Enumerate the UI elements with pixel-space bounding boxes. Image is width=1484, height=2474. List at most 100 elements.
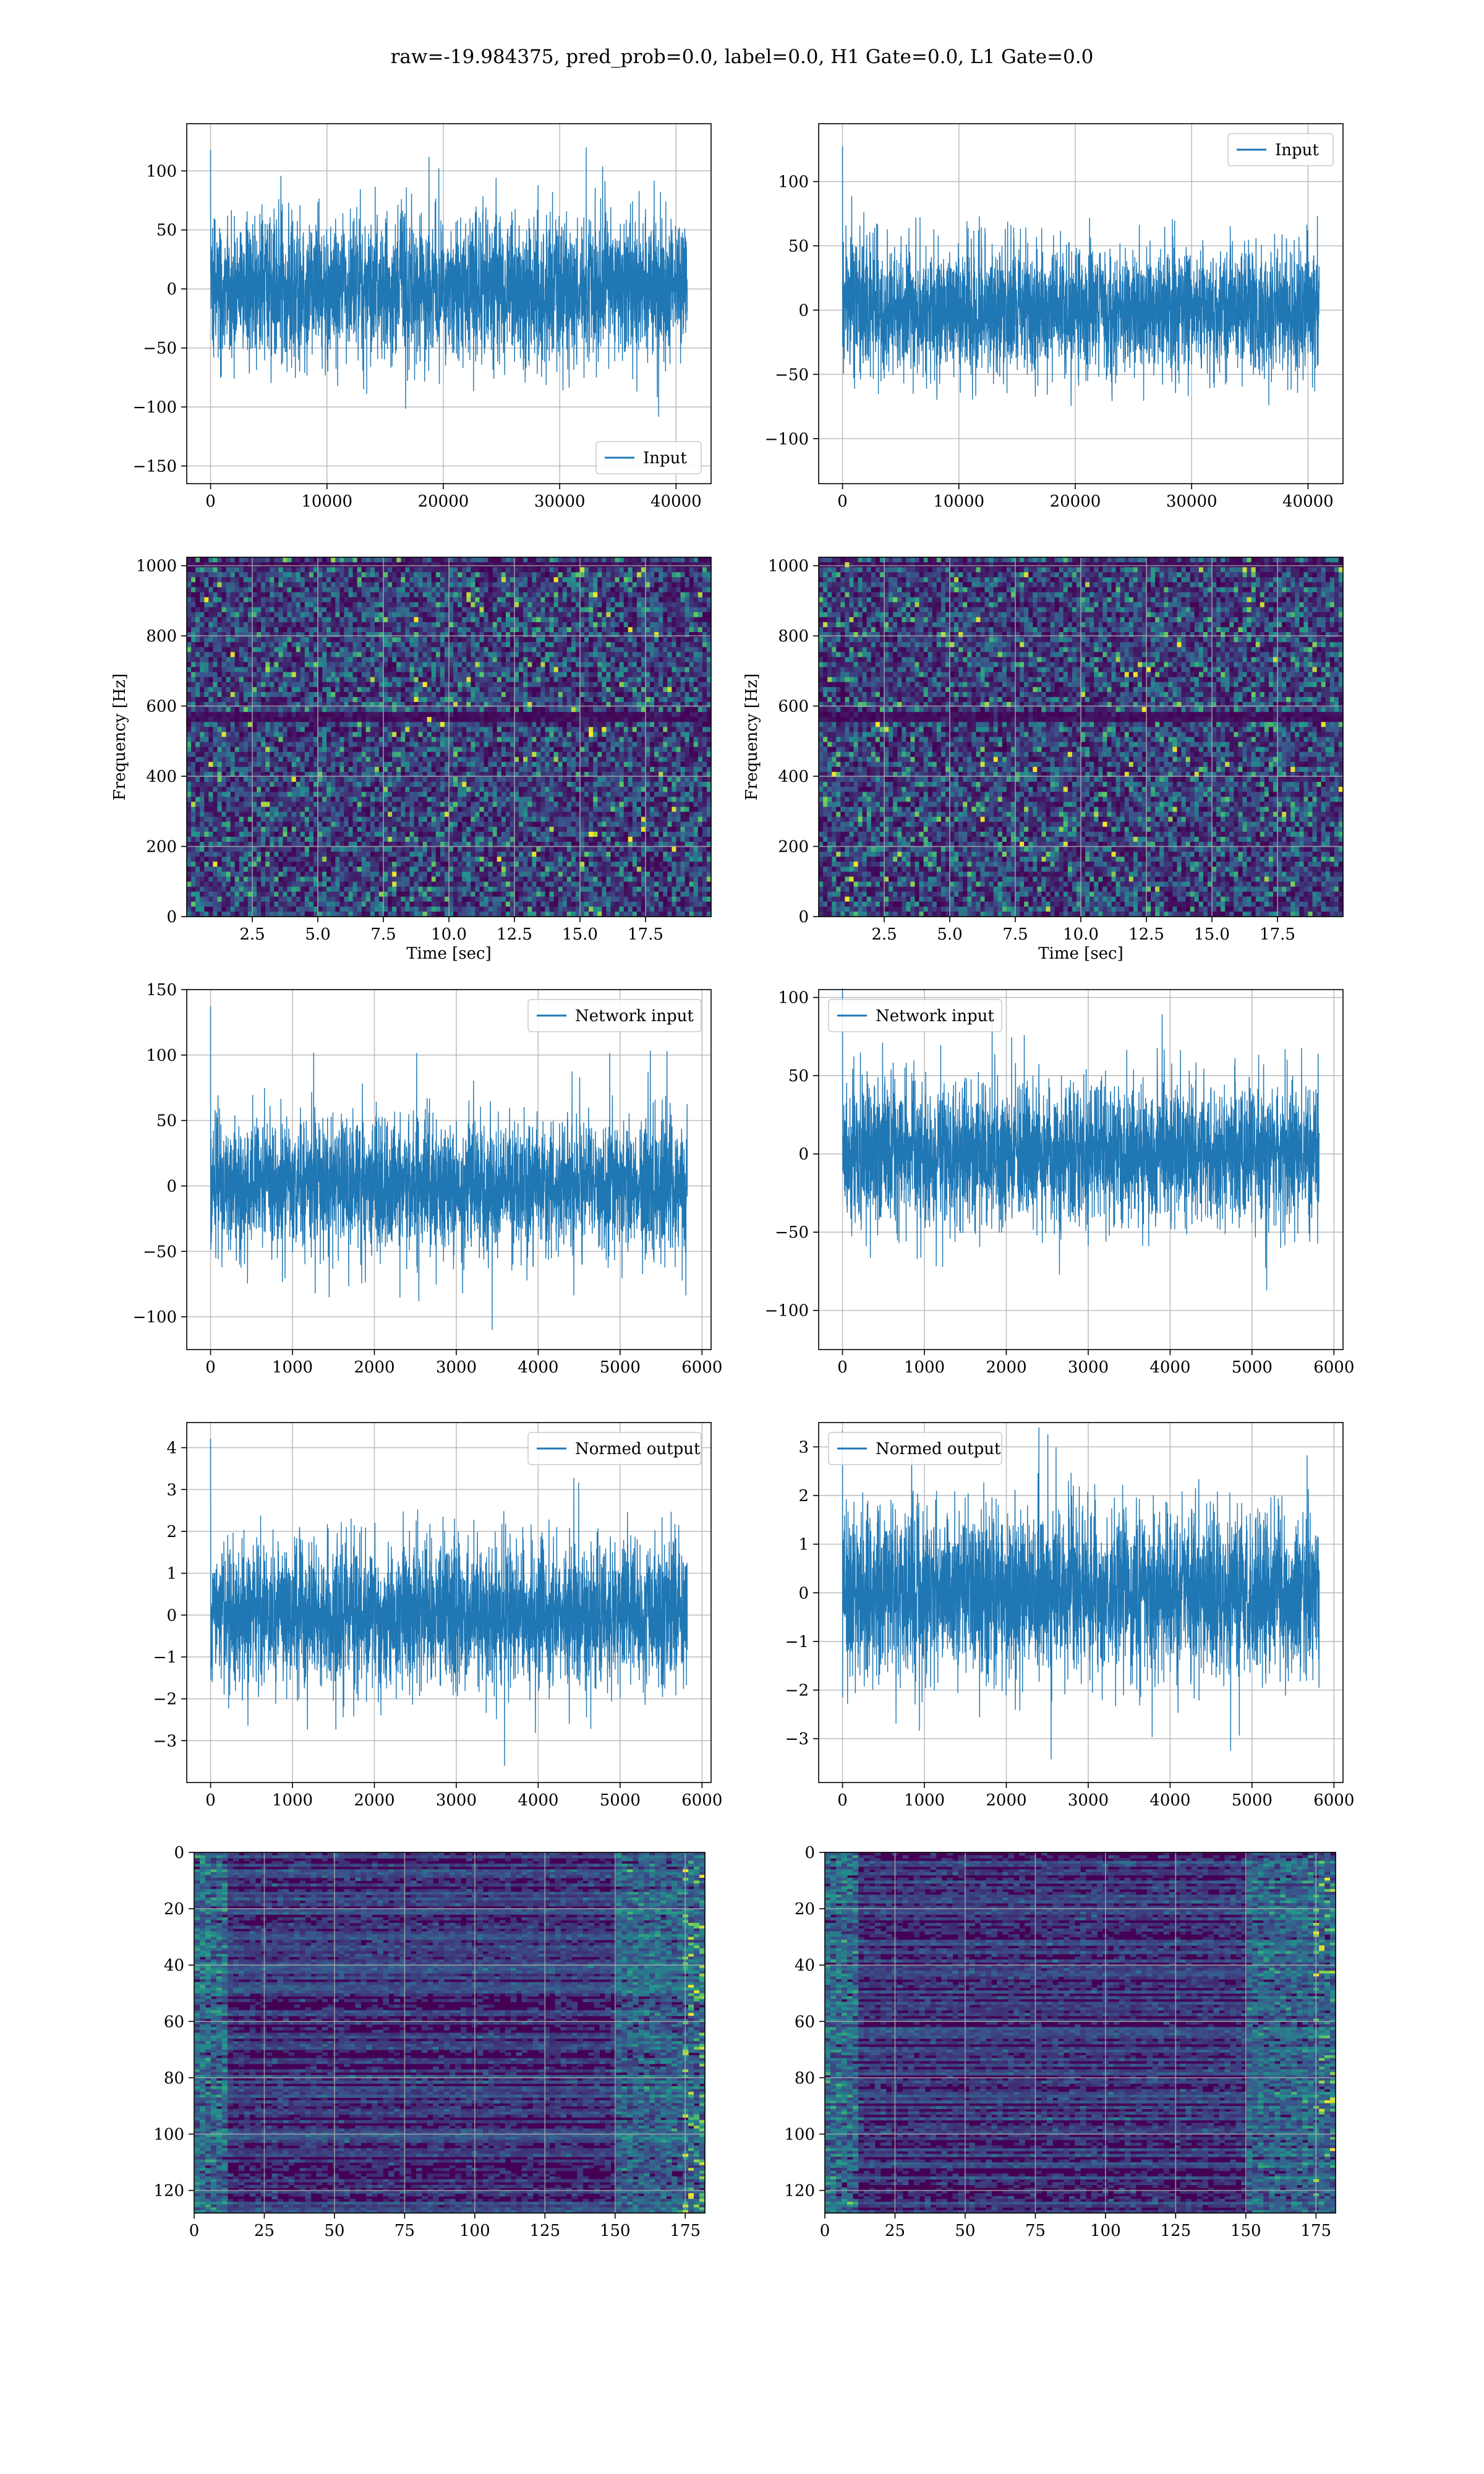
x-tick-label: 50 (324, 2222, 344, 2240)
legend-label: Normed output (876, 1440, 1001, 1458)
y-tick-label: 0 (166, 908, 177, 927)
y-tick-label: −100 (765, 1302, 809, 1320)
y-tick-label: 20 (164, 1900, 184, 1919)
x-tick-label: 0 (820, 2222, 830, 2240)
x-tick-label: 17.5 (628, 925, 663, 944)
y-tick-label: −50 (775, 366, 809, 384)
legend-label: Network input (575, 1007, 694, 1025)
y-tick-label: 50 (156, 1112, 177, 1131)
x-tick-label: 100 (459, 2222, 490, 2240)
y-tick-label: 100 (146, 1047, 177, 1065)
y-tick-label: 0 (166, 1177, 177, 1196)
figure-suptitle: raw=-19.984375, pred_prob=0.0, label=0.0… (391, 46, 1094, 68)
subplot-r2c1: 2.5 5.0 7.5 10.0 12.5 15.0 17.5020040060080010… (111, 557, 712, 963)
y-tick-label: 80 (164, 2069, 184, 2087)
x-tick-label: 100 (1090, 2222, 1121, 2240)
y-tick-label: 1 (166, 1565, 177, 1583)
y-tick-label: −2 (785, 1682, 809, 1700)
heatmap-cells (825, 1852, 1336, 2214)
y-axis-label: Frequency [Hz] (743, 674, 761, 801)
x-tick-label: 12.5 (497, 925, 532, 944)
y-tick-label: −1 (153, 1648, 177, 1667)
y-tick-label: 0 (798, 908, 809, 927)
legend-label: Network input (876, 1007, 994, 1025)
y-tick-label: 50 (788, 1067, 809, 1085)
y-tick-label: 60 (164, 2013, 184, 2031)
subplot-r2c2: 2.5 5.0 7.5 10.0 12.5 15.0 17.5020040060080010… (743, 557, 1344, 963)
x-tick-label: 1000 (272, 1791, 313, 1810)
x-tick-label: 6000 (1313, 1791, 1354, 1810)
x-tick-label: 5000 (1232, 1358, 1273, 1377)
y-tick-label: 600 (146, 698, 177, 716)
x-tick-label: 75 (394, 2222, 415, 2240)
x-tick-label: 20000 (418, 492, 469, 511)
x-tick-label: 7.5 (1002, 925, 1028, 944)
y-tick-label: 0 (174, 1844, 184, 1862)
y-tick-label: 600 (778, 698, 809, 716)
x-tick-label: 175 (670, 2222, 701, 2240)
y-axis-label: Frequency [Hz] (111, 674, 129, 801)
x-tick-label: 5000 (1232, 1791, 1273, 1810)
x-tick-label: 50 (955, 2222, 975, 2240)
y-tick-label: 1 (798, 1536, 809, 1554)
y-tick-label: −100 (133, 1308, 177, 1327)
x-tick-label: 25 (885, 2222, 905, 2240)
x-tick-label: 2000 (354, 1791, 394, 1810)
y-tick-label: 100 (778, 989, 809, 1008)
y-tick-label: 100 (146, 162, 177, 181)
y-tick-label: −50 (775, 1223, 809, 1242)
x-tick-label: 2000 (354, 1358, 394, 1377)
x-tick-label: 40000 (1282, 492, 1334, 511)
y-tick-label: 100 (778, 173, 809, 192)
y-tick-label: 800 (146, 627, 177, 646)
x-tick-label: 3000 (1068, 1791, 1109, 1810)
x-tick-label: 0 (189, 2222, 200, 2240)
y-tick-label: 0 (166, 280, 177, 299)
x-tick-label: 6000 (681, 1358, 722, 1377)
y-tick-label: 60 (795, 2013, 815, 2031)
legend: Network input (528, 999, 701, 1032)
heatmap-cells (194, 1852, 706, 2214)
y-tick-label: 1000 (768, 557, 809, 576)
x-tick-label: 3000 (1068, 1358, 1109, 1377)
x-tick-label: 5.0 (937, 925, 962, 944)
x-tick-label: 0 (205, 492, 216, 511)
y-tick-label: 0 (798, 1145, 809, 1164)
x-tick-label: 10.0 (1063, 925, 1099, 944)
y-tick-label: 3 (166, 1481, 177, 1499)
x-tick-label: 1000 (904, 1358, 945, 1377)
x-tick-label: 6000 (681, 1791, 722, 1810)
legend-label: Input (1275, 141, 1319, 160)
x-tick-label: 3000 (436, 1791, 477, 1810)
legend: Input (596, 442, 701, 474)
y-tick-label: 0 (798, 1584, 809, 1603)
x-tick-label: 40000 (650, 492, 702, 511)
legend: Input (1228, 134, 1333, 166)
y-tick-label: 2 (166, 1523, 177, 1541)
y-tick-label: 150 (146, 981, 177, 999)
x-tick-label: 2000 (986, 1791, 1026, 1810)
y-tick-label: −3 (785, 1730, 809, 1748)
y-tick-label: −100 (765, 430, 809, 448)
legend-label: Normed output (575, 1440, 701, 1458)
y-tick-label: −2 (153, 1690, 177, 1709)
y-tick-label: 200 (146, 838, 177, 857)
y-tick-label: 40 (164, 1956, 184, 1975)
y-tick-label: −150 (133, 457, 177, 476)
x-axis-label: Time [sec] (406, 944, 492, 963)
x-tick-label: 5000 (600, 1791, 641, 1810)
x-tick-label: 2000 (986, 1358, 1026, 1377)
x-tick-label: 125 (529, 2222, 560, 2240)
y-tick-label: 0 (804, 1844, 815, 1862)
x-axis-label: Time [sec] (1038, 944, 1124, 963)
y-tick-label: −1 (785, 1633, 809, 1651)
x-tick-label: 125 (1160, 2222, 1191, 2240)
y-tick-label: 400 (146, 768, 177, 786)
x-tick-label: 4000 (1149, 1358, 1190, 1377)
